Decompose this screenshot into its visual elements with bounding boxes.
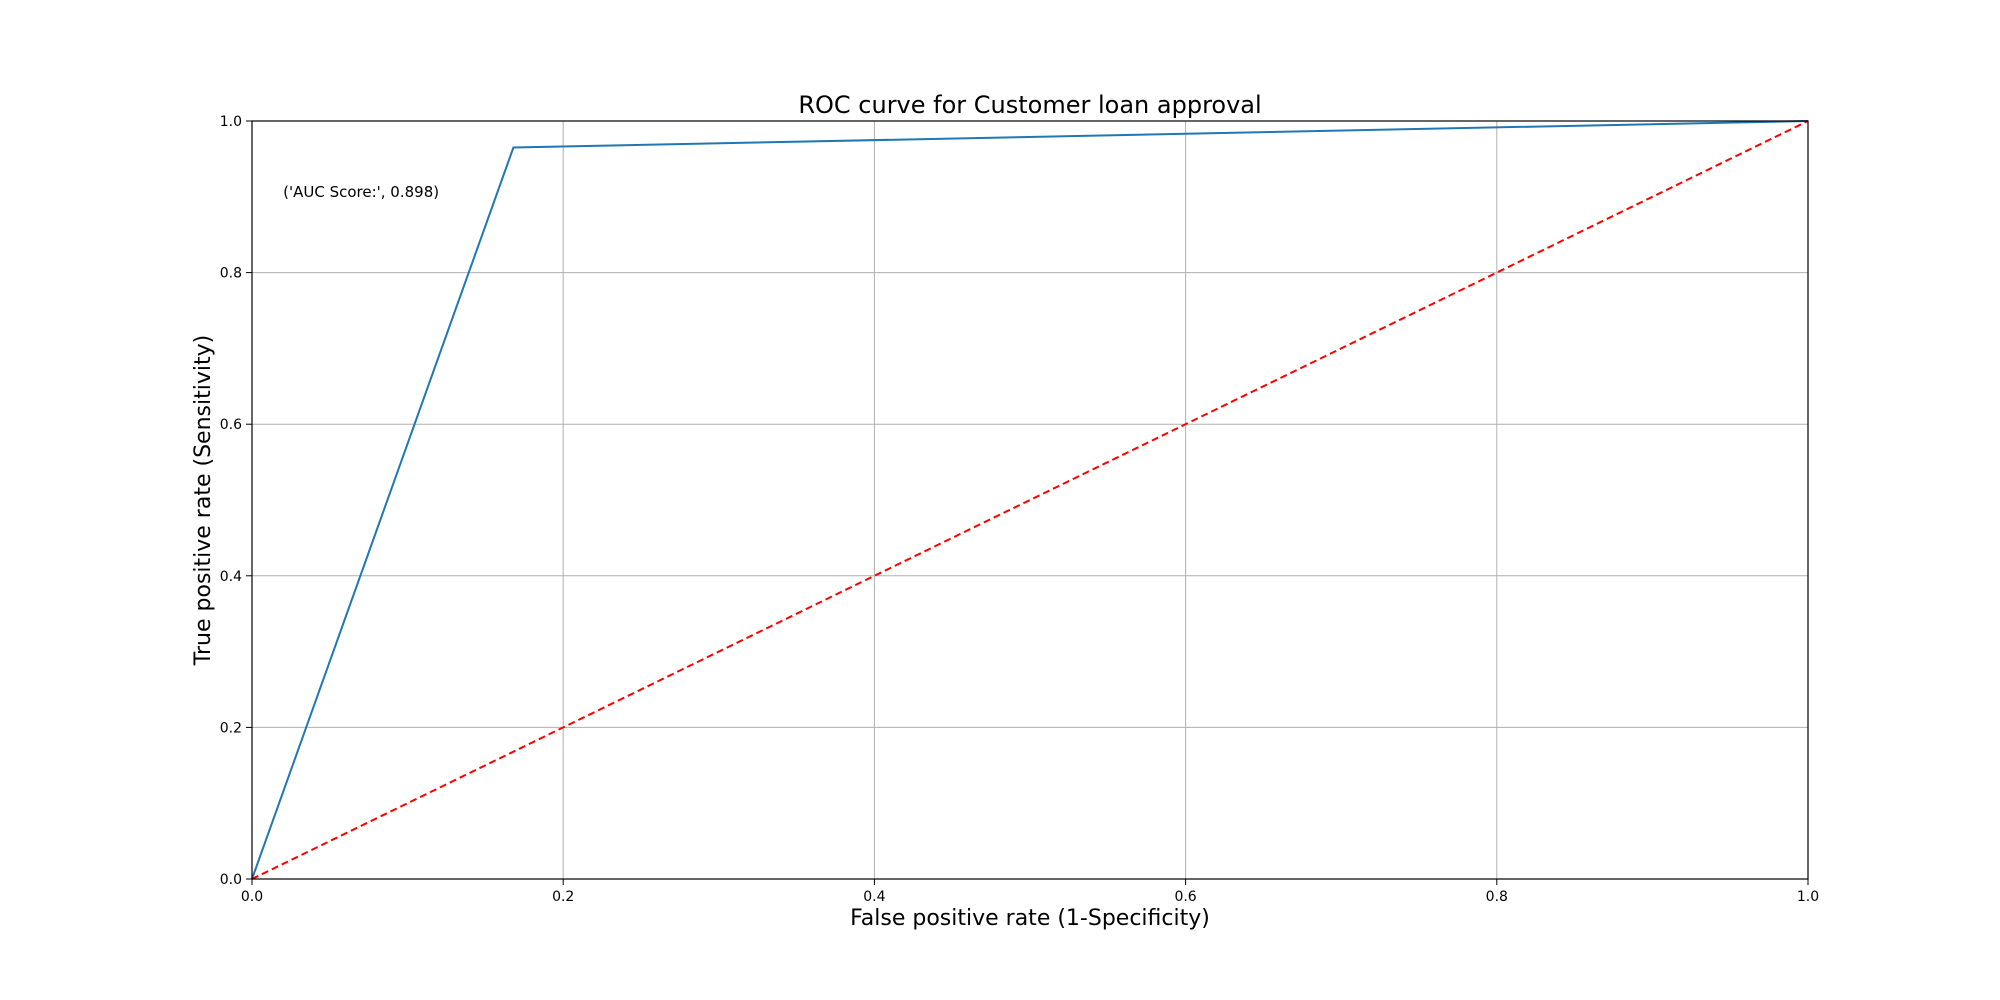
x-tick-label: 1.0 — [1797, 889, 1819, 905]
series-group — [251, 120, 1809, 880]
annotations: ('AUC Score:', 0.898) — [283, 183, 439, 201]
ticks: 0.0 0.2 0.4 0.6 0.8 1.0 0.0 0.2 0.4 0.6 0.8 1.0 — [220, 114, 1819, 905]
x-tick-label: 0.2 — [552, 889, 574, 905]
x-tick-label: 0.6 — [1174, 889, 1196, 905]
y-tick-label: 0.4 — [220, 569, 242, 585]
roc-curve-line — [251, 120, 1809, 880]
y-tick-label: 0.6 — [220, 417, 242, 433]
plot-frame — [251, 120, 1809, 880]
x-axis-label: False positive rate (1-Specificity) — [850, 906, 1210, 931]
chart-title: ROC curve for Customer loan approval — [798, 91, 1261, 119]
x-tick-label: 0.8 — [1486, 889, 1508, 905]
x-tick-label: 0.0 — [241, 889, 263, 905]
x-tick-label: 0.4 — [863, 889, 885, 905]
y-tick-label: 0.8 — [220, 266, 242, 282]
diagonal-reference-line — [251, 120, 1809, 880]
y-tick-label: 1.0 — [220, 114, 242, 130]
y-tick-label: 0.0 — [220, 872, 242, 888]
y-tick-label: 0.2 — [220, 720, 242, 736]
auc-score-annotation: ('AUC Score:', 0.898) — [283, 183, 439, 201]
y-axis-label: True positive rate (Sensitivity) — [191, 335, 216, 666]
